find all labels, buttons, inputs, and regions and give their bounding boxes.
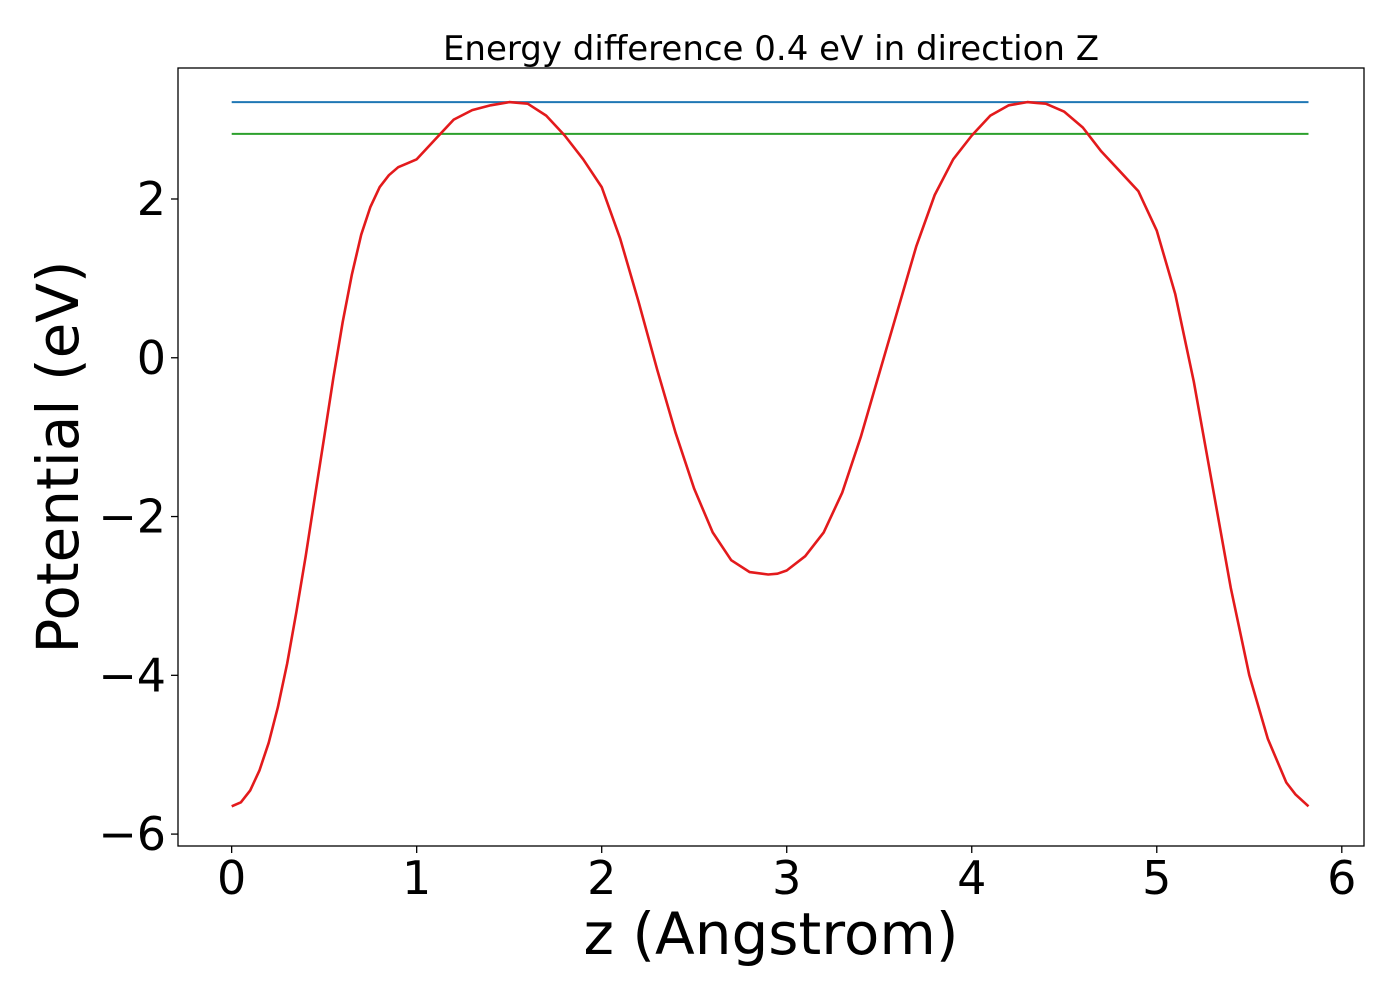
- plot-frame: [177, 67, 1365, 847]
- y-tick-label: −4: [98, 648, 166, 702]
- y-tick-label: 0: [137, 331, 166, 385]
- y-axis-ticks: −6 −4 −2 0 2: [98, 172, 178, 861]
- series-line-red: [231, 100, 1310, 808]
- x-tick-label: 3: [772, 851, 801, 905]
- x-tick-label: 0: [217, 851, 246, 905]
- y-tick-label: −6: [98, 807, 166, 861]
- x-tick-label: 1: [402, 851, 431, 905]
- x-axis-title: z (Angstrom): [584, 900, 959, 968]
- x-tick-label: 2: [587, 851, 616, 905]
- series-layer: [231, 100, 1310, 808]
- chart-title: Energy difference 0.4 eV in direction Z: [443, 29, 1099, 69]
- y-tick-label: 2: [137, 172, 166, 226]
- x-tick-label: 6: [1327, 851, 1356, 905]
- y-tick-label: −2: [98, 490, 166, 544]
- x-axis-ticks: 0 1 2 3 4 5 6: [217, 846, 1356, 905]
- y-axis-title: Potential (eV): [24, 260, 92, 653]
- x-tick-label: 4: [957, 851, 986, 905]
- x-tick-label: 5: [1142, 851, 1171, 905]
